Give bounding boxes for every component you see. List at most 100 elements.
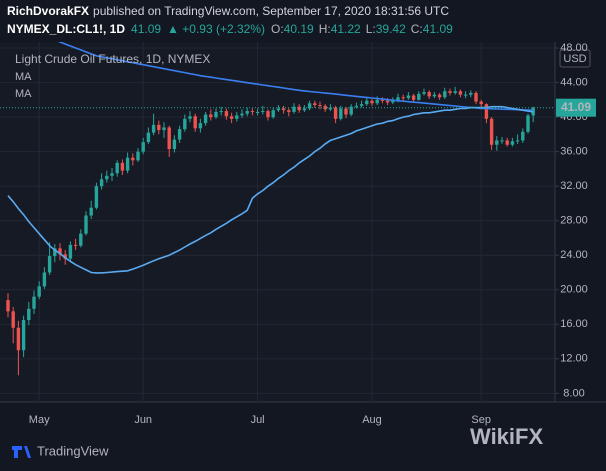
brand-logo <box>12 446 31 458</box>
ma-line <box>57 42 534 111</box>
candle-body <box>469 92 473 95</box>
y-tick-label: 24.00 <box>560 249 588 261</box>
candle-body <box>484 104 489 119</box>
candle-body <box>115 162 119 174</box>
currency-box <box>559 49 591 68</box>
candle-body <box>437 94 442 98</box>
candle-body <box>521 131 525 141</box>
candle-body <box>526 115 530 132</box>
plot-area <box>0 42 555 402</box>
candle-body <box>167 127 171 150</box>
y-tick-label: 16.00 <box>560 318 588 330</box>
candle-body <box>32 296 36 309</box>
candle-body <box>370 100 374 104</box>
candle-body <box>105 175 109 180</box>
candle-body <box>276 108 281 111</box>
watermark: WikiFX <box>470 424 543 449</box>
y-tick-label: 8.00 <box>563 387 584 399</box>
author: RichDvorakFX <box>7 4 89 18</box>
y-tick-label: 32.00 <box>560 180 588 192</box>
marks <box>0 42 555 376</box>
y-tick-label: 36.00 <box>560 146 588 158</box>
candle-body <box>261 111 265 113</box>
candle-body <box>177 129 182 140</box>
candle-body <box>266 111 270 118</box>
candle-body <box>318 105 322 107</box>
candle-body <box>411 95 416 100</box>
candle-body <box>339 108 343 119</box>
candle-body <box>515 140 520 142</box>
candle-body <box>489 118 494 145</box>
candle-body <box>500 140 504 142</box>
ma-line <box>7 105 534 274</box>
ohlc-value: 41.09 <box>423 22 453 36</box>
candle-body <box>73 244 78 246</box>
candle-body <box>302 108 307 111</box>
candle-body <box>209 114 213 118</box>
y-tick-label: 12.00 <box>560 353 588 365</box>
candle-body <box>328 107 333 110</box>
candle-body <box>89 207 93 216</box>
ohlc-label: L: <box>366 22 376 36</box>
candle-body <box>6 300 10 312</box>
brand: TradingView <box>37 443 109 458</box>
candle-body <box>53 248 57 257</box>
candle-body <box>385 100 390 103</box>
y-tick-label: 44.00 <box>560 76 588 88</box>
candle-body <box>203 114 208 124</box>
ohlc-value: 40.19 <box>284 22 314 36</box>
candle-body <box>453 91 457 93</box>
candle-body <box>235 115 239 119</box>
candle-body <box>281 108 286 111</box>
x-tick-label: Sep <box>471 414 491 426</box>
candle-body <box>79 233 83 246</box>
symbol-line: NYMEX_DL:CL1!, 1D 41.09 ▲ +0.93 (+2.32%) O:… <box>7 22 453 36</box>
candle-body <box>183 118 187 130</box>
candle-body <box>188 116 192 119</box>
last-price-label: 41.09 <box>561 100 591 114</box>
candle-body <box>474 92 478 102</box>
ohlc-label: O: <box>271 22 284 36</box>
candle-body <box>349 106 353 115</box>
candle-body <box>333 107 338 119</box>
candle-body <box>162 127 166 131</box>
candle-body <box>151 124 156 133</box>
candle-body <box>16 327 21 351</box>
candle-body <box>84 215 88 234</box>
candle-body <box>136 151 140 161</box>
candle-body <box>63 254 67 259</box>
candle-body <box>292 106 296 112</box>
candle-body <box>463 94 468 96</box>
published: published on TradingView.com, September … <box>93 4 449 18</box>
candle-body <box>365 100 369 105</box>
candle-body <box>110 173 114 176</box>
ohlc-label: C: <box>411 22 423 36</box>
candle-body <box>255 111 260 113</box>
candle-body <box>42 272 47 287</box>
candle-body <box>375 99 379 104</box>
candle-body <box>250 111 255 113</box>
x-tick-label: Jun <box>134 414 152 426</box>
candle-body <box>287 110 291 112</box>
candle-body <box>99 179 104 187</box>
candle-body <box>193 116 197 129</box>
y-tick-label: 48.00 <box>560 42 588 54</box>
candle-body <box>307 103 312 109</box>
candle-body <box>198 123 203 129</box>
candle-body <box>271 110 275 118</box>
candle-body <box>432 94 437 97</box>
last: 41.09 <box>131 22 161 36</box>
candle-body <box>214 111 218 118</box>
ohlc-value: 39.42 <box>376 22 406 36</box>
symbol: NYMEX_DL:CL1!, 1D <box>7 22 125 36</box>
candle-body <box>21 319 26 351</box>
y-tick-label: 28.00 <box>560 215 588 227</box>
candle-body <box>354 105 359 107</box>
ohlc-label: H: <box>319 22 331 36</box>
candle-body <box>401 97 405 99</box>
candle-body <box>172 139 177 150</box>
grid <box>0 42 555 402</box>
candle-body <box>505 140 509 145</box>
candle-body <box>297 106 301 111</box>
candle-body <box>131 157 135 161</box>
